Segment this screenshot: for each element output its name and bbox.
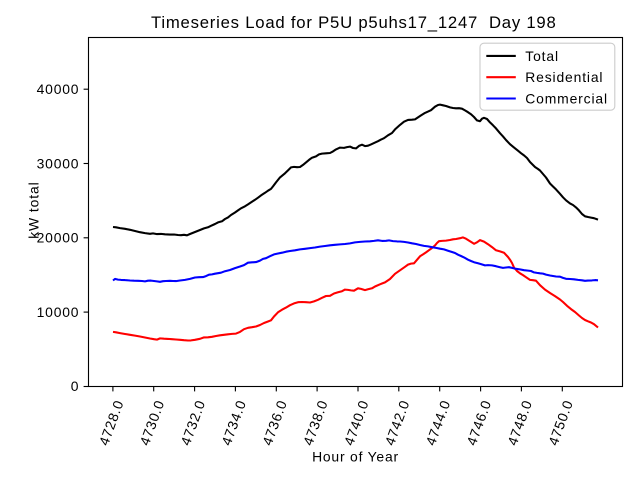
svg-text:40000: 40000 <box>37 81 80 97</box>
svg-text:Timeseries Load for P5U p5uhs1: Timeseries Load for P5U p5uhs17_1247 Day… <box>151 13 557 32</box>
svg-text:30000: 30000 <box>37 155 80 171</box>
svg-text:kW total: kW total <box>25 181 41 238</box>
svg-text:Total: Total <box>525 48 559 64</box>
svg-text:Hour of Year: Hour of Year <box>312 448 399 464</box>
svg-text:10000: 10000 <box>37 304 80 320</box>
svg-text:0: 0 <box>71 378 80 394</box>
svg-text:Residential: Residential <box>525 69 603 85</box>
svg-text:20000: 20000 <box>37 230 80 246</box>
svg-text:Commercial: Commercial <box>525 91 608 107</box>
